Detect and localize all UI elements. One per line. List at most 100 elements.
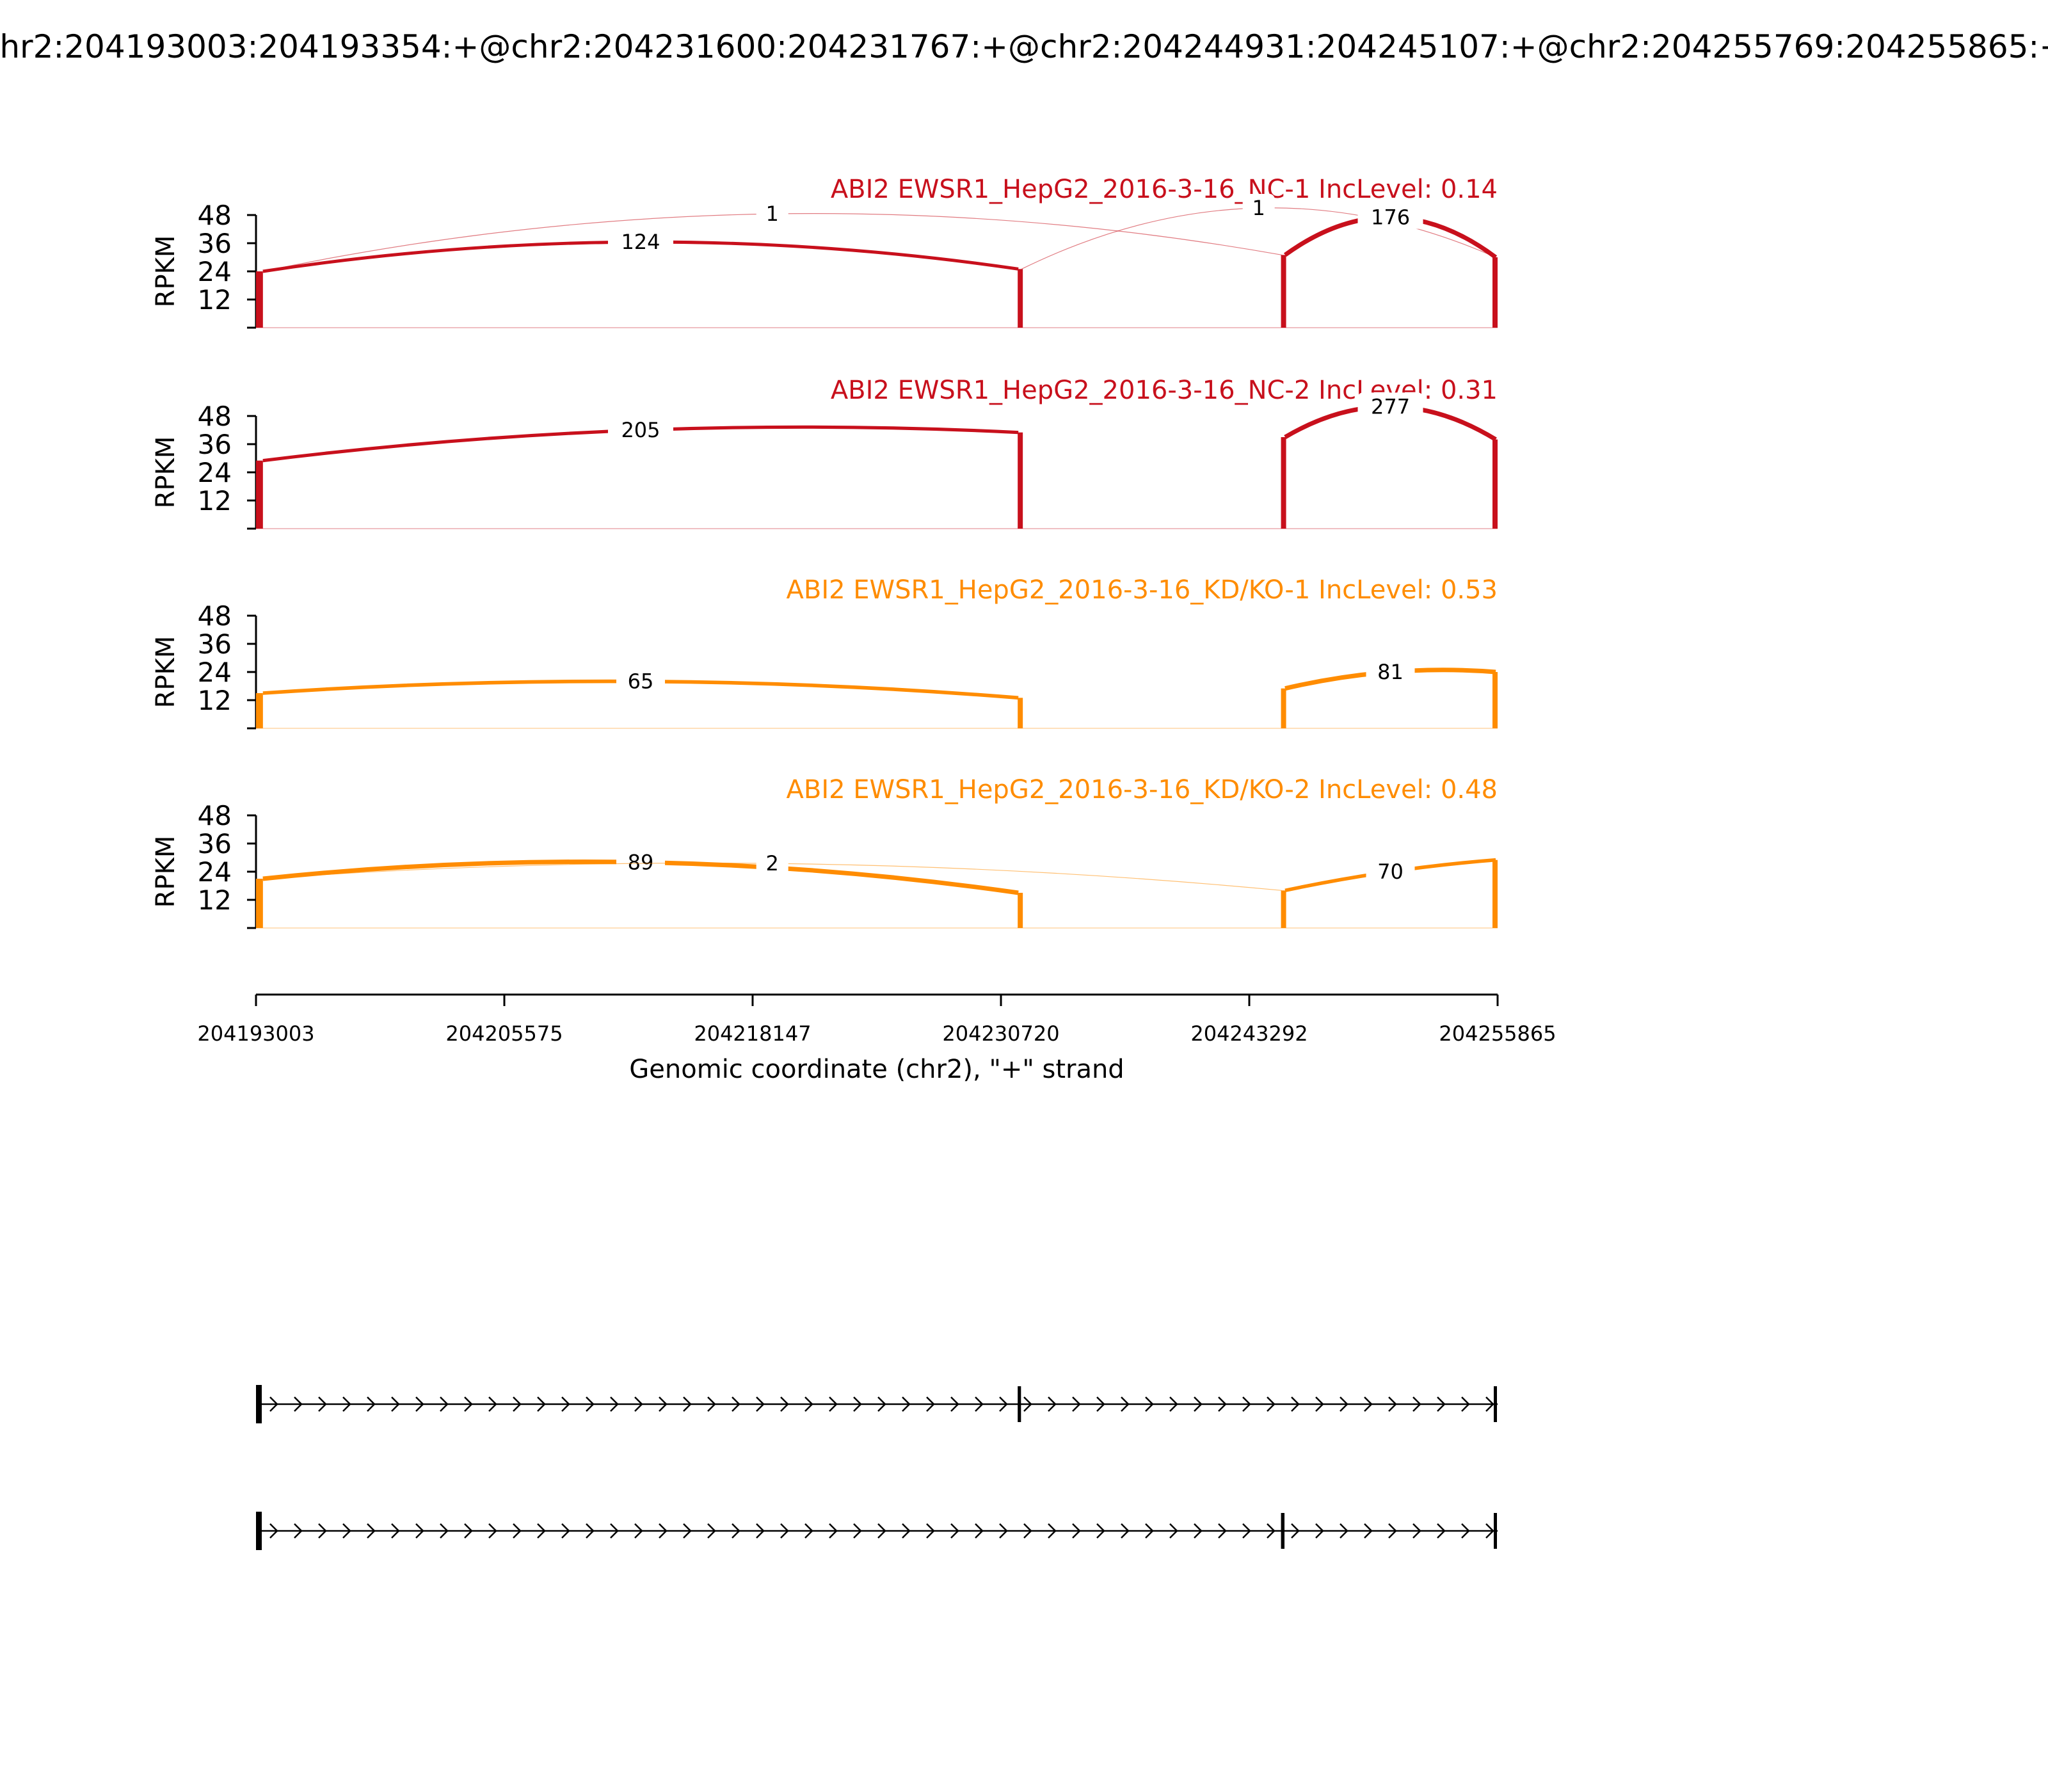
strand-arrow-icon [1267,1396,1276,1412]
y-tick-label: 24 [198,256,232,287]
exon-block [1018,1386,1021,1422]
strand-arrow-icon [950,1396,959,1412]
junction-count-bg [607,228,673,254]
strand-arrow-icon [610,1396,619,1412]
strand-arrow-icon [1218,1396,1227,1412]
strand-arrow-icon [756,1396,765,1412]
junction-count-bg [1366,858,1415,883]
junction-count-bg [756,849,788,876]
coverage-bar [1281,688,1286,728]
isoform-track [256,1385,1498,1550]
strand-arrow-icon [1315,1396,1324,1412]
sample-panel: ABI2 EWSR1_HepG2_2016-3-16_KD/KO-2 IncLe… [151,775,1498,929]
junction-count-bg [1242,194,1275,220]
junction-count: 65 [628,669,654,694]
x-tick-label: 204193003 [197,1021,314,1046]
coverage-bar [1492,860,1498,928]
y-tick-label: 24 [198,457,232,488]
strand-arrow-icon [1194,1523,1203,1539]
strand-arrow-icon [707,1396,716,1412]
coverage-bar [1492,257,1498,328]
figure-title: chr2:204193003:204193354:+@chr2:20423160… [0,28,2048,65]
strand-arrow-icon [488,1396,497,1412]
strand-arrow-icon [1340,1396,1348,1412]
x-tick-label: 204218147 [694,1021,811,1046]
strand-arrow-icon [1145,1396,1154,1412]
strand-arrow-icon [318,1396,327,1412]
strand-arrow-icon [1485,1396,1494,1412]
y-tick-label: 48 [198,600,232,632]
strand-arrow-icon [1121,1523,1130,1539]
y-tick-label: 12 [198,884,232,916]
exon-block [1494,1386,1497,1422]
strand-arrow-icon [1364,1523,1373,1539]
strand-arrow-icon [950,1523,959,1539]
strand-arrow-icon [440,1523,449,1539]
strand-arrow-icon [659,1396,668,1412]
strand-arrow-icon [294,1396,303,1412]
strand-arrow-icon [269,1396,278,1412]
strand-arrow-icon [415,1523,424,1539]
strand-arrow-icon [1437,1523,1446,1539]
exon-block [256,1385,262,1423]
strand-arrow-icon [367,1523,376,1539]
panel-title: ABI2 EWSR1_HepG2_2016-3-16_KD/KO-2 IncLe… [787,775,1498,804]
y-axis-label: RPKM [151,636,180,708]
strand-arrow-icon [926,1396,935,1412]
strand-arrow-icon [342,1523,351,1539]
strand-arrow-icon [1412,1396,1421,1412]
junction-count: 1 [766,202,779,226]
strand-arrow-icon [1291,1523,1300,1539]
strand-arrow-icon [999,1523,1008,1539]
strand-arrow-icon [367,1396,376,1412]
x-axis-label: Genomic coordinate (chr2), "+" strand [629,1055,1124,1084]
panel-title: ABI2 EWSR1_HepG2_2016-3-16_KD/KO-1 IncLe… [787,575,1498,605]
strand-arrow-icon [634,1523,643,1539]
strand-arrow-icon [1315,1523,1324,1539]
coverage-bar [256,693,263,728]
junction-count: 176 [1371,205,1410,230]
strand-arrow-icon [853,1396,862,1412]
strand-arrow-icon [391,1396,400,1412]
strand-arrow-icon [780,1523,789,1539]
exon-block [1494,1513,1497,1549]
coverage-bar [1018,269,1023,328]
strand-arrow-icon [756,1523,765,1539]
y-tick-label: 12 [198,284,232,316]
strand-arrow-icon [1145,1523,1154,1539]
strand-arrow-icon [1388,1396,1397,1412]
strand-arrow-icon [1023,1523,1032,1539]
strand-arrow-icon [683,1523,692,1539]
y-tick-label: 12 [198,485,232,516]
y-tick-label: 36 [198,628,232,660]
coverage-bar [1018,893,1023,928]
coverage-bar [1281,437,1286,529]
coverage-bar [1492,439,1498,529]
y-tick-label: 48 [198,200,232,231]
junction-count: 205 [621,418,660,442]
strand-arrow-icon [1242,1396,1251,1412]
strand-arrow-icon [391,1523,400,1539]
strand-arrow-icon [1072,1396,1081,1412]
strand-arrow-icon [586,1396,595,1412]
strand-arrow-icon [853,1523,862,1539]
y-tick-label: 12 [198,685,232,716]
strand-arrow-icon [415,1396,424,1412]
junction-count-bg [1366,658,1415,684]
y-tick-label: 24 [198,657,232,688]
strand-arrow-icon [999,1396,1008,1412]
strand-arrow-icon [1048,1523,1057,1539]
coverage-bar [256,879,263,928]
strand-arrow-icon [1242,1523,1251,1539]
strand-arrow-icon [732,1523,740,1539]
strand-arrow-icon [561,1396,570,1412]
strand-arrow-icon [1485,1523,1494,1539]
y-tick-label: 48 [198,401,232,432]
strand-arrow-icon [1096,1396,1105,1412]
strand-arrow-icon [902,1396,911,1412]
strand-arrow-icon [659,1523,668,1539]
strand-arrow-icon [1461,1523,1470,1539]
strand-arrow-icon [780,1396,789,1412]
